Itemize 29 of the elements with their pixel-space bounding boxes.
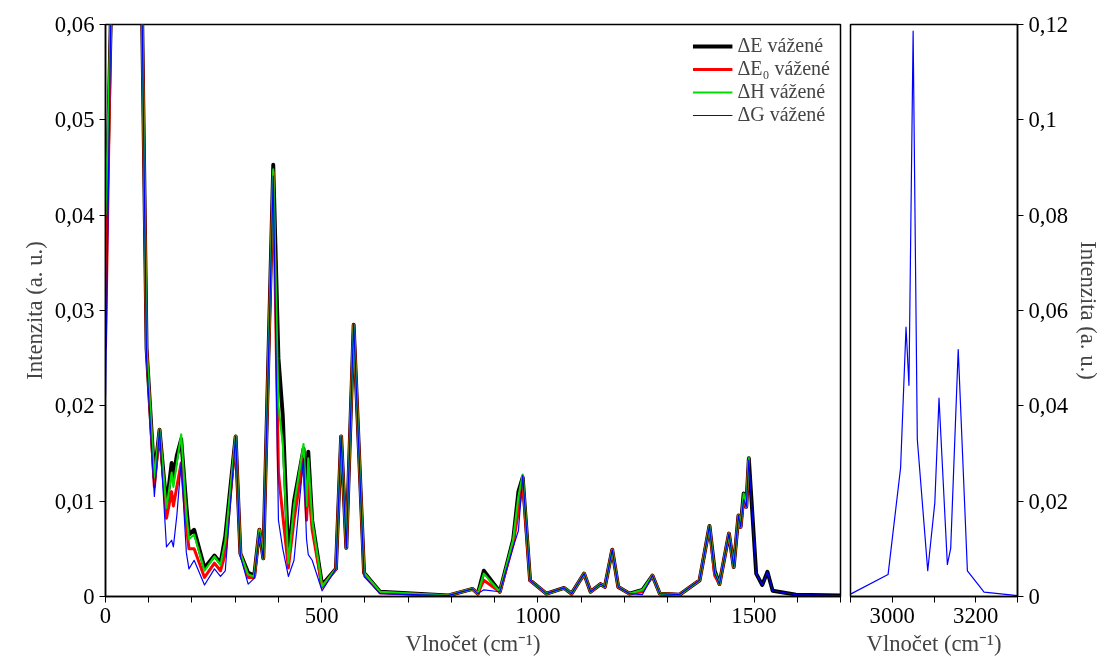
y-tick-label: 0,02 [54,393,95,419]
y2-tick-label: 0,1 [1028,107,1057,133]
x-tick-label: 1500 [731,602,777,628]
y-tick-label: 0 [83,584,95,609]
y-tick-label: 0,05 [54,107,95,133]
x-tick-label: 3200 [953,602,999,628]
x-tick-label: 0 [99,602,112,628]
legend-label: ΔE₀ vážené [737,57,830,80]
x-axis-title: Vlnočet (cm⁻¹) [866,630,1002,656]
y-tick-label: 0,03 [54,298,95,323]
y2-axis-title: Intenzita (a. u.) [1076,241,1102,380]
x-axis-title: Vlnočet (cm⁻¹) [405,630,541,656]
y2-tick-label: 0,06 [1028,298,1069,323]
x-tick-label: 500 [304,602,339,628]
x-tick-label: 3000 [869,602,915,628]
y-tick-label: 0,04 [54,202,95,228]
legend-label: ΔE vážené [737,34,824,57]
y-axis-title: Intenzita (a. u.) [21,241,47,380]
y2-tick-label: 0,02 [1028,488,1069,514]
y2-tick-label: 0 [1028,584,1040,609]
y2-tick-label: 0,04 [1028,393,1069,419]
x-tick-label: 1000 [515,602,561,628]
y-tick-label: 0,06 [54,12,95,37]
line-series [850,30,1018,597]
legend-label: ΔG vážené [737,103,826,126]
legend-label: ΔH vážené [737,80,826,103]
y-tick-label: 0,01 [54,488,95,514]
y2-tick-label: 0,08 [1028,202,1069,228]
y2-tick-label: 0,12 [1028,12,1069,37]
